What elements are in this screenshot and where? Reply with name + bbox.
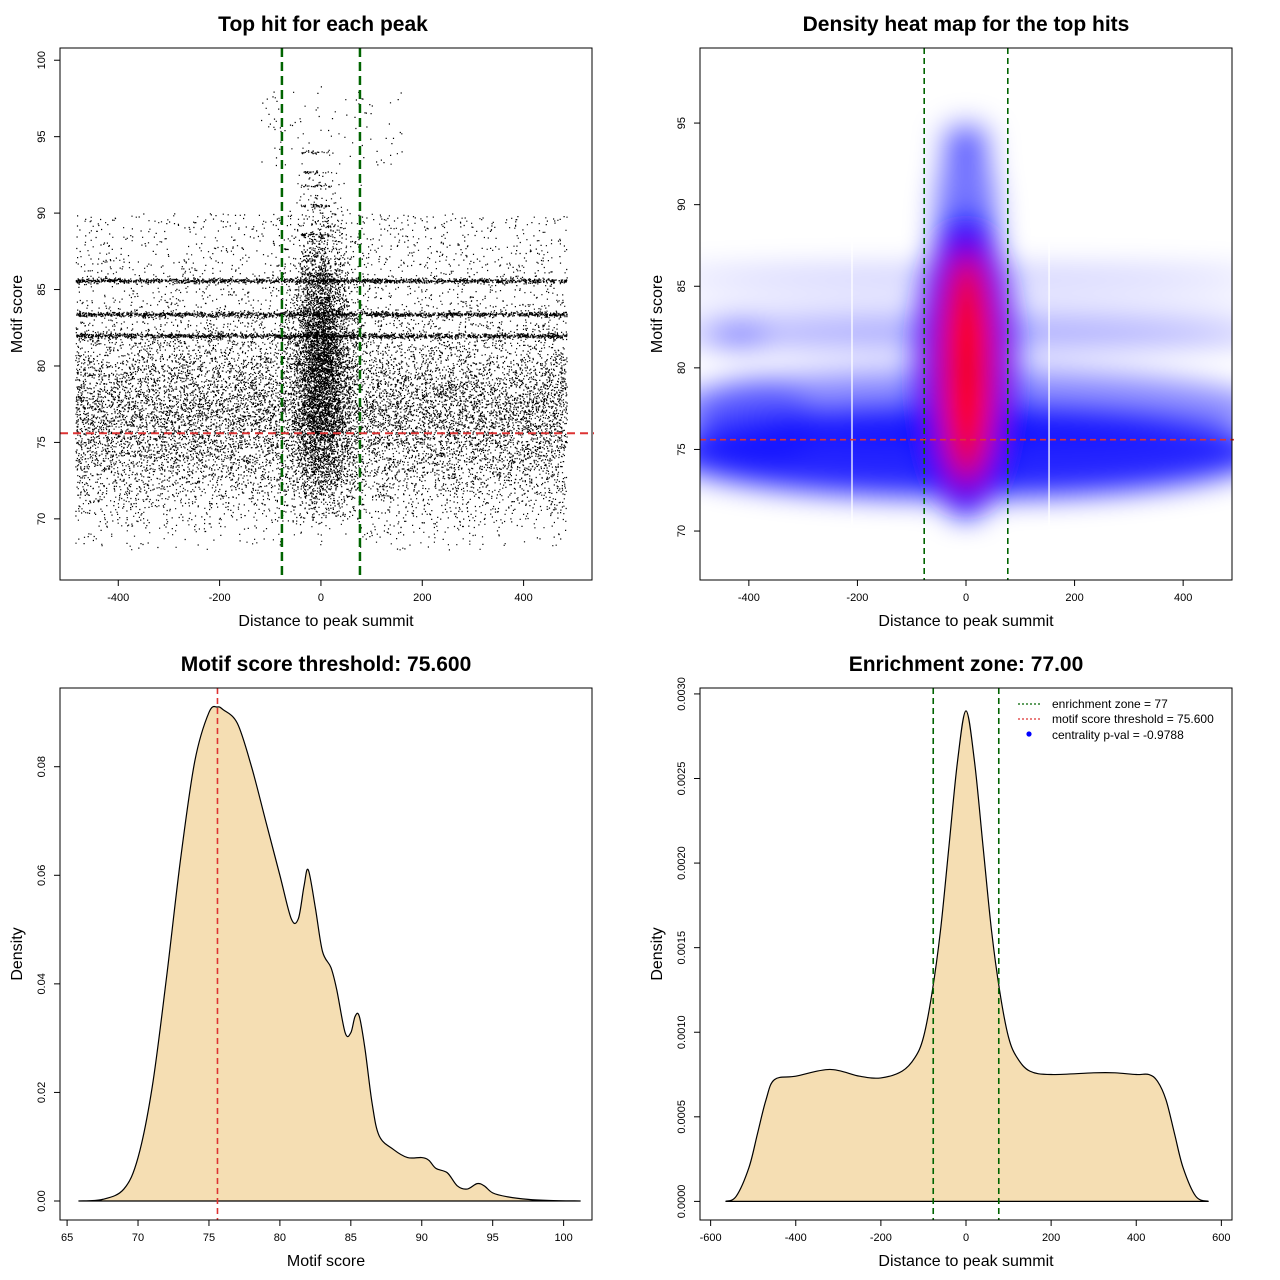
scatter-y-ticks: 70 75 80 85 90 95 100 <box>36 51 60 525</box>
distance-density-x-tick-label: -200 <box>870 1232 892 1244</box>
distance-density-y-tick-label: 0.0025 <box>676 762 688 796</box>
scatter-y-tick-label: 100 <box>36 51 48 69</box>
scatter-y-tick-label: 75 <box>36 436 48 448</box>
score-density-x-tick-label: 80 <box>274 1232 286 1244</box>
score-density-x-tick-label: 70 <box>132 1232 144 1244</box>
distance-density-x-tick-label: 200 <box>1042 1232 1060 1244</box>
distance-density-x-tick-label: -600 <box>700 1232 722 1244</box>
distance-density-x-axis-label: Distance to peak summit <box>878 1253 1054 1270</box>
distance-density-x-tick-label: 600 <box>1212 1232 1230 1244</box>
heatmap-x-tick-label: 400 <box>1174 592 1192 604</box>
distance-density-title: Enrichment zone: 77.00 <box>849 653 1084 676</box>
scatter-y-tick-label: 70 <box>36 513 48 525</box>
score-density-y-axis-label: Density <box>9 927 26 980</box>
score-density-title: Motif score threshold: 75.600 <box>181 653 472 676</box>
score-density-y-tick-label: 0.06 <box>36 865 48 886</box>
heatmap-y-axis-label: Motif score <box>649 275 666 353</box>
scatter-x-tick-label: 400 <box>514 592 532 604</box>
heatmap-y-tick-label: 95 <box>676 117 688 129</box>
heatmap-y-tick-label: 80 <box>676 362 688 374</box>
heatmap-title: Density heat map for the top hits <box>803 13 1130 36</box>
distance-density-y-tick-label: 0.0030 <box>676 677 688 711</box>
score-density-area <box>78 705 581 1202</box>
distance-density-x-ticks: -600 -400 -200 0 200 400 600 <box>700 1220 1231 1244</box>
scatter-y-tick-label: 95 <box>36 131 48 143</box>
heatmap-density-blob <box>938 121 994 158</box>
scatter-y-tick-label: 80 <box>36 360 48 372</box>
scatter-title: Top hit for each peak <box>218 13 428 36</box>
heatmap-white-lines <box>851 48 1050 580</box>
distance-density-y-ticks: 0.0000 0.0005 0.0010 0.0015 0.0020 0.0025 0.00… <box>676 677 700 1218</box>
heatmap-density-blob <box>947 381 988 442</box>
scatter-panel: Top hit for each peak -400 -200 0 200 400 70… <box>9 13 594 630</box>
distance-density-y-axis-label: Density <box>649 927 666 980</box>
scatter-x-tick-label: 200 <box>413 592 431 604</box>
heatmap-x-axis-label: Distance to peak summit <box>878 613 1054 630</box>
heatmap-x-tick-label: -400 <box>738 592 760 604</box>
heatmap-density-blob <box>949 315 986 356</box>
distance-density-area <box>725 710 1209 1202</box>
score-density-y-ticks: 0.00 0.02 0.04 0.06 0.08 <box>36 756 60 1212</box>
scatter-x-axis-label: Distance to peak summit <box>238 613 414 630</box>
heatmap-x-ticks: -400 -200 0 200 400 <box>738 580 1192 604</box>
score-density-y-tick-label: 0.08 <box>36 756 48 777</box>
legend-centrality-label: centrality p-val = -0.9788 <box>1052 728 1184 742</box>
score-density-x-tick-label: 95 <box>487 1232 499 1244</box>
scatter-x-ticks: -400 -200 0 200 400 <box>107 580 533 604</box>
distance-density-y-tick-label: 0.0015 <box>676 931 688 965</box>
score-density-x-tick-label: 65 <box>61 1232 73 1244</box>
heatmap-density <box>700 48 1232 580</box>
heatmap-x-tick-label: 0 <box>963 592 969 604</box>
score-density-y-tick-label: 0.04 <box>36 973 48 994</box>
heatmap-x-tick-label: 200 <box>1065 592 1083 604</box>
legend-centrality-dot-icon <box>1026 731 1032 737</box>
heatmap-density-blobs <box>700 121 1232 518</box>
heatmap-y-tick-label: 90 <box>676 199 688 211</box>
scatter-x-tick-label: -400 <box>107 592 129 604</box>
distance-density-x-tick-label: 0 <box>963 1232 969 1244</box>
legend-motif-threshold-label: motif score threshold = 75.600 <box>1052 712 1214 726</box>
distance-density-legend: enrichment zone = 77 motif score thresho… <box>1018 697 1214 742</box>
score-density-x-tick-label: 75 <box>203 1232 215 1244</box>
distance-density-reference-lines <box>932 688 1000 1220</box>
heatmap-y-tick-label: 75 <box>676 443 688 455</box>
heatmap-y-ticks: 70 75 80 85 90 95 <box>676 117 700 537</box>
score-density-y-tick-label: 0.02 <box>36 1082 48 1103</box>
heatmap-density-blob <box>708 323 768 348</box>
scatter-y-tick-label: 85 <box>36 283 48 295</box>
scatter-point-cloud <box>75 86 568 551</box>
distance-density-x-tick-label: -400 <box>785 1232 807 1244</box>
distance-density-y-tick-label: 0.0000 <box>676 1185 688 1219</box>
score-density-panel: Motif score threshold: 75.600 65 70 75 80 85… <box>9 653 593 1270</box>
distance-density-y-tick-label: 0.0005 <box>676 1100 688 1134</box>
heatmap-x-tick-label: -200 <box>846 592 868 604</box>
score-density-x-ticks: 65 70 75 80 85 90 95 100 <box>61 1220 573 1244</box>
distance-density-panel: Enrichment zone: 77.00 -600 -400 -200 0 200 4… <box>649 653 1233 1270</box>
scatter-x-tick-label: -200 <box>209 592 231 604</box>
heatmap-reference-lines <box>700 48 1234 580</box>
heatmap-y-tick-label: 85 <box>676 280 688 292</box>
scatter-y-axis-label: Motif score <box>9 275 26 353</box>
scatter-x-tick-label: 0 <box>318 592 324 604</box>
scatter-points <box>75 86 568 551</box>
score-density-x-axis-label: Motif score <box>287 1253 365 1270</box>
legend-enrichment-zone-label: enrichment zone = 77 <box>1052 697 1168 711</box>
heatmap-panel: Density heat map for the top hits -400 -2… <box>649 13 1234 630</box>
scatter-plot-frame <box>59 47 593 581</box>
heatmap-density-blob <box>943 257 992 478</box>
heatmap-density-blob <box>700 379 815 470</box>
score-density-x-tick-label: 85 <box>345 1232 357 1244</box>
distance-density-y-tick-label: 0.0020 <box>676 846 688 880</box>
score-density-x-tick-label: 90 <box>416 1232 428 1244</box>
scatter-reference-lines <box>60 48 594 580</box>
heatmap-y-tick-label: 70 <box>676 525 688 537</box>
score-density-y-tick-label: 0.00 <box>36 1190 48 1211</box>
scatter-y-tick-label: 90 <box>36 207 48 219</box>
distance-density-y-tick-label: 0.0010 <box>676 1015 688 1049</box>
score-density-x-tick-label: 100 <box>554 1232 572 1244</box>
score-density-plot-frame <box>59 687 593 1221</box>
distance-density-x-tick-label: 400 <box>1127 1232 1145 1244</box>
